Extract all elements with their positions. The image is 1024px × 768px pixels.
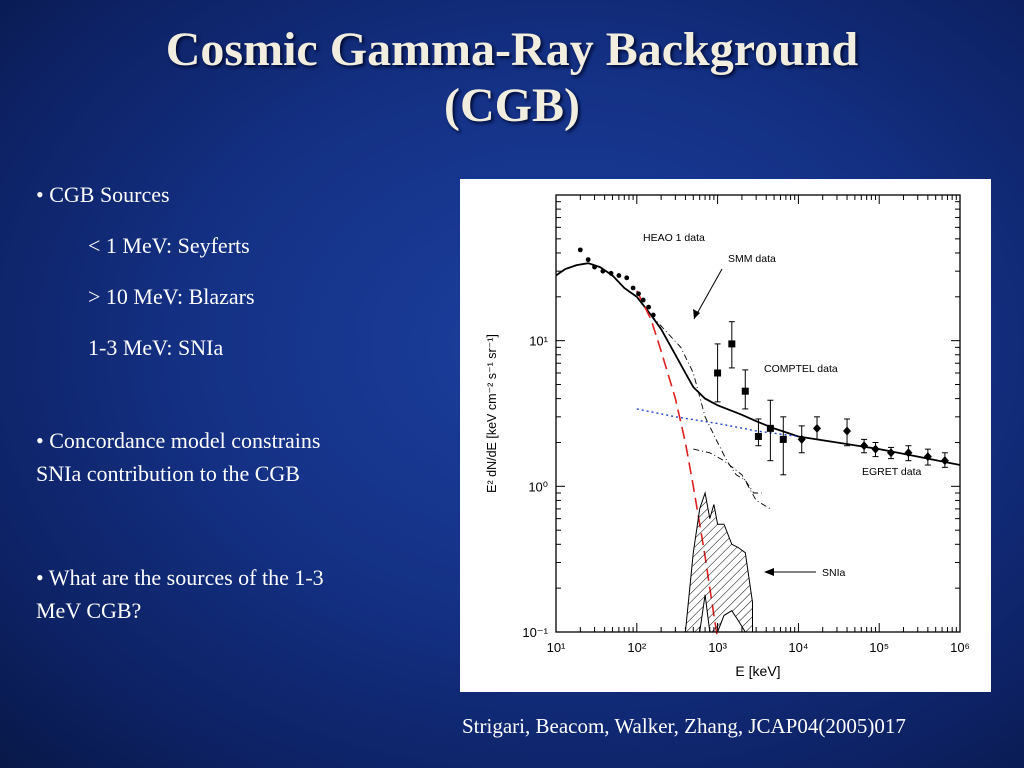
bullet-question-line1: • What are the sources of the 1-3 xyxy=(36,565,324,590)
heao-data-point xyxy=(624,275,630,281)
comptel-data-point xyxy=(779,435,787,443)
annotation-comptel: COMPTEL data xyxy=(764,363,838,375)
comptel-data-point xyxy=(741,387,749,395)
bullet-cgb-sources: • CGB Sources xyxy=(36,182,170,207)
blue-dotted-curve xyxy=(636,408,799,438)
smm-dashdot-curve xyxy=(650,314,762,494)
heao-data-point xyxy=(592,264,597,270)
x-tick-label: 10³ xyxy=(708,640,727,655)
egret-data-point xyxy=(904,448,913,458)
heao-data-point xyxy=(585,257,591,263)
egret-data-point xyxy=(871,444,880,454)
heao-data-point xyxy=(630,285,636,291)
x-tick-label: 10⁶ xyxy=(950,640,970,655)
x-tick-label: 10² xyxy=(627,640,646,655)
y-tick-label: 10⁻¹ xyxy=(522,625,548,640)
heao-data-point xyxy=(600,268,606,274)
egret-data-point xyxy=(860,441,869,451)
egret-data-point xyxy=(923,452,932,462)
smm-dashdot-curve xyxy=(693,448,771,510)
x-tick-label: 10⁵ xyxy=(869,640,889,655)
egret-data-point xyxy=(940,456,949,466)
title-line-2: (CGB) xyxy=(444,79,580,132)
egret-data-point xyxy=(797,434,806,444)
total-model-curve xyxy=(555,262,961,466)
smm-arrowhead xyxy=(693,309,700,319)
snia-hatched-band xyxy=(684,491,753,633)
comptel-data-point xyxy=(766,424,774,432)
annotation-egret: EGRET data xyxy=(862,466,921,478)
slide-title: Cosmic Gamma-Ray Background (CGB) xyxy=(0,22,1024,134)
comptel-data-point xyxy=(728,340,736,348)
sub-bullet-snia: 1-3 MeV: SNIa xyxy=(88,335,224,360)
bullet-concordance-line2: SNIa contribution to the CGB xyxy=(36,461,300,486)
y-tick-label: 10⁰ xyxy=(528,479,548,494)
bullet-question-line2: MeV CGB? xyxy=(36,598,142,623)
smm-arrow xyxy=(693,268,723,320)
heao-data-point xyxy=(636,291,641,297)
comptel-data-point xyxy=(714,369,722,377)
heao-data-point xyxy=(608,270,614,276)
x-tick-label: 10¹ xyxy=(547,640,566,655)
y-axis-label: E² dN/dE [keV cm⁻² s⁻¹ sr⁻¹] xyxy=(485,334,499,493)
egret-data-point xyxy=(813,423,822,433)
heao-data-point xyxy=(640,297,646,303)
x-axis-label: E [keV] xyxy=(735,663,780,679)
snia-arrowhead xyxy=(764,568,774,576)
egret-data-point xyxy=(843,426,852,436)
annotation-heao: HEAO 1 data xyxy=(643,232,705,244)
citation: Strigari, Beacom, Walker, Zhang, JCAP04(… xyxy=(462,714,906,738)
bullet-concordance-line1: • Concordance model constrains xyxy=(36,428,321,453)
heao-data-point xyxy=(577,247,583,253)
x-tick-label: 10⁴ xyxy=(788,640,808,655)
sub-bullet-seyferts: < 1 MeV: Seyferts xyxy=(88,233,250,258)
heao-data-point xyxy=(650,312,656,318)
sub-bullet-blazars: > 10 MeV: Blazars xyxy=(88,284,255,309)
annotation-smm: SMM data xyxy=(728,253,776,265)
cgb-spectrum-chart: 10¹ 10² 10³ 10⁴ 10⁵ 10⁶ 10⁻¹ 10⁰ 10¹ E [keV] E² dN… xyxy=(485,194,970,679)
annotation-snia: SNIa xyxy=(822,567,846,579)
plot-frame xyxy=(555,194,961,633)
title-line-1: Cosmic Gamma-Ray Background xyxy=(165,23,859,76)
comptel-data-point xyxy=(754,432,762,440)
cgb-spectrum-figure: 10¹ 10² 10³ 10⁴ 10⁵ 10⁶ 10⁻¹ 10⁰ 10¹ E [keV] E² dN… xyxy=(460,179,991,692)
y-tick-label: 10¹ xyxy=(529,334,548,349)
heao-data-point xyxy=(616,273,622,278)
egret-data-point xyxy=(887,448,896,458)
heao-data-point xyxy=(646,304,652,310)
